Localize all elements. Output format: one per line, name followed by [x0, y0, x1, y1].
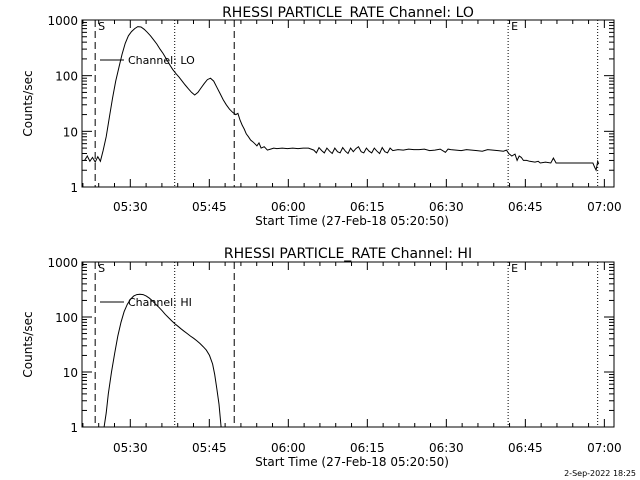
y-tick-label: 100 [55, 311, 78, 325]
chart-panel-hi: RHESSI PARTICLE_RATE Channel: HI Start Ti… [21, 246, 622, 469]
x-tick-label: 05:30 [113, 441, 148, 455]
x-tick-label: 06:45 [508, 200, 543, 214]
series-line [84, 26, 600, 172]
x-axis-label: Start Time (27-Feb-18 05:20:50) [255, 214, 449, 228]
y-tick-label: 1 [70, 421, 78, 435]
chart-title: RHESSI PARTICLE_RATE Channel: HI [224, 246, 472, 262]
y-axis-label: Counts/sec [21, 311, 35, 377]
x-tick-label: 06:30 [429, 441, 464, 455]
legend-label: Channel: LO [128, 54, 195, 67]
x-tick-label: 07:00 [587, 441, 622, 455]
marker-label: E [511, 262, 518, 275]
y-tick-label: 10 [63, 366, 78, 380]
x-tick-label: 05:45 [192, 441, 227, 455]
x-tick-label: 06:15 [350, 441, 385, 455]
marker-label: E [511, 20, 518, 33]
plot-frame [81, 19, 615, 188]
y-tick-label: 1 [70, 181, 78, 195]
series-line [103, 293, 222, 427]
x-tick-label: 06:00 [271, 441, 306, 455]
legend-label: Channel: HI [128, 296, 192, 309]
x-tick-label: 07:00 [587, 200, 622, 214]
y-tick-label: 10 [63, 125, 78, 139]
marker-label: S [98, 20, 105, 33]
marker-label: S [98, 262, 105, 275]
x-tick-label: 05:45 [192, 200, 227, 214]
y-tick-label: 1000 [47, 14, 78, 28]
x-tick-label: 05:30 [113, 200, 148, 214]
y-tick-label: 1000 [47, 256, 78, 270]
x-tick-label: 06:00 [271, 200, 306, 214]
footer-timestamp: 2-Sep-2022 18:25 [564, 469, 636, 478]
x-axis-label: Start Time (27-Feb-18 05:20:50) [255, 455, 449, 469]
x-tick-label: 06:15 [350, 200, 385, 214]
x-tick-label: 06:30 [429, 200, 464, 214]
y-tick-label: 100 [55, 70, 78, 84]
x-tick-label: 06:45 [508, 441, 543, 455]
chart-title: RHESSI PARTICLE_RATE Channel: LO [222, 5, 474, 21]
plot-frame [81, 261, 615, 428]
y-axis-label: Counts/sec [21, 70, 35, 136]
chart-panel-lo: RHESSI PARTICLE_RATE Channel: LO Start Ti… [21, 5, 622, 228]
